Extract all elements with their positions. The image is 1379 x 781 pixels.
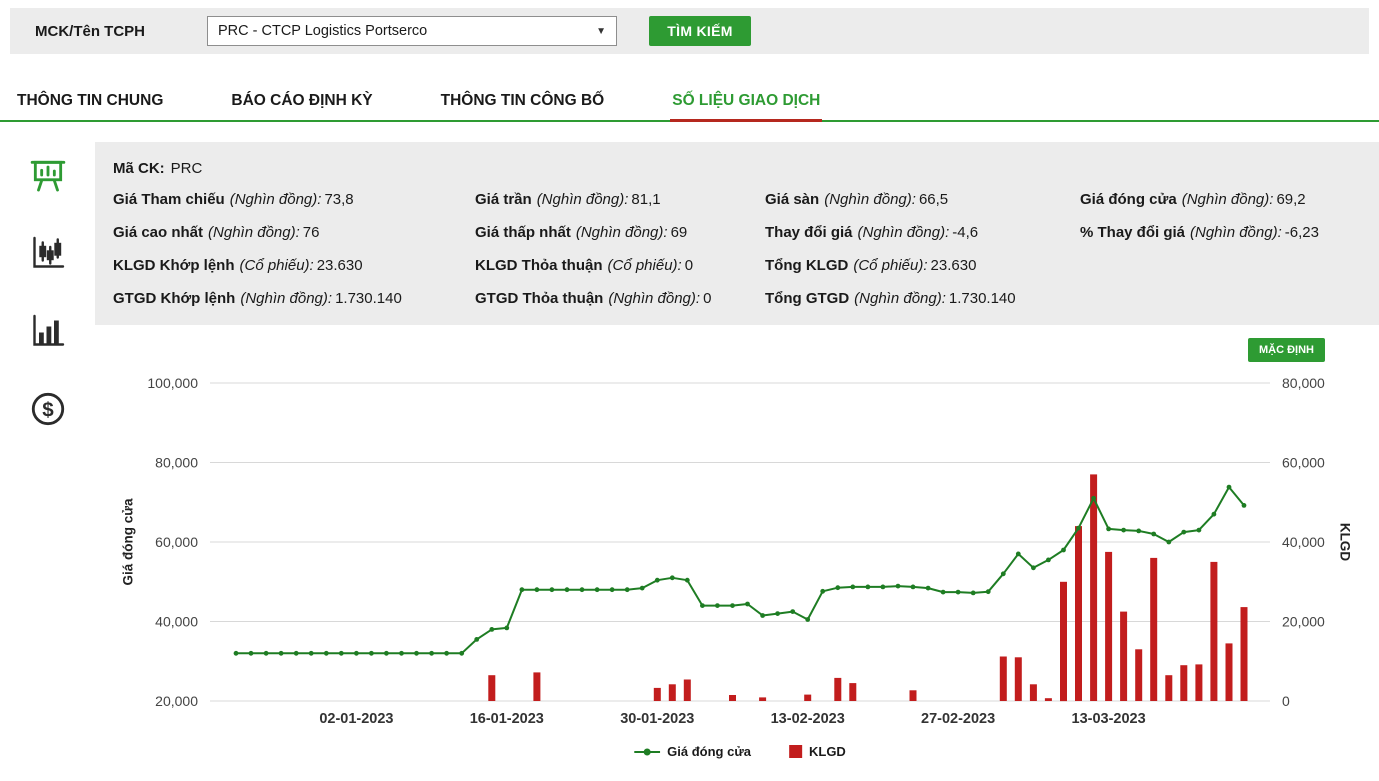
ticker-select-value: PRC - CTCP Logistics Portserco — [218, 23, 428, 39]
info-field-matched-value: GTGD Khớp lệnh (Nghìn đồng): 1.730.140 — [113, 290, 402, 307]
svg-text:13-02-2023: 13-02-2023 — [771, 711, 845, 727]
money-data-button[interactable]: $ — [25, 386, 71, 432]
legend-close-price: Giá đóng cửa — [634, 744, 751, 759]
info-field-high-price: Giá cao nhất (Nghìn đồng): 76 — [113, 224, 320, 241]
price-volume-chart-panel: MẶC ĐỊNH Giá đóng cửa KLGD 20,000 40,000 6… — [95, 325, 1379, 765]
candlestick-chart-button[interactable] — [25, 230, 71, 276]
info-grid: Giá Tham chiếu (Nghìn đồng): 73,8 Giá trần… — [113, 189, 1361, 309]
legend-volume: KLGD — [788, 744, 846, 759]
main-area: $ Mã CK: PRC Giá Tham chiếu (Nghìn đồng): 7… — [0, 142, 1379, 765]
tab-thong-tin-chung[interactable]: THÔNG TIN CHUNG — [17, 92, 164, 109]
svg-text:40,000: 40,000 — [155, 614, 198, 630]
info-field-close-price: Giá đóng cửa (Nghìn đồng): 69,2 — [1080, 191, 1306, 208]
svg-text:0: 0 — [1282, 693, 1290, 709]
search-button[interactable]: TÌM KIẾM — [649, 16, 751, 46]
svg-text:80,000: 80,000 — [1282, 375, 1325, 391]
info-field-price-change-pct: % Thay đổi giá (Nghìn đồng): -6,23 — [1080, 224, 1319, 241]
svg-text:60,000: 60,000 — [155, 534, 198, 550]
ticker-select-label: MCK/Tên TCPH — [35, 22, 145, 40]
bar-chart-button[interactable] — [25, 308, 71, 354]
info-field-matched-volume: KLGD Khớp lệnh (Cổ phiếu): 23.630 — [113, 257, 363, 274]
candlestick-chart-icon — [32, 236, 64, 268]
svg-text:27-02-2023: 27-02-2023 — [921, 711, 995, 727]
svg-text:13-03-2023: 13-03-2023 — [1072, 711, 1146, 727]
info-field-price-change: Thay đổi giá (Nghìn đồng): -4,6 — [765, 224, 979, 241]
svg-text:16-01-2023: 16-01-2023 — [470, 711, 544, 727]
right-axis-title: KLGD — [1337, 522, 1353, 562]
tab-so-lieu-giao-dich[interactable]: SỐ LIỆU GIAO DỊCH — [670, 86, 823, 122]
chart-type-sidebar: $ — [0, 142, 95, 765]
left-axis-title: Giá đóng cửa — [120, 498, 136, 586]
default-view-button[interactable]: MẶC ĐỊNH — [1248, 338, 1325, 362]
symbol-row: Mã CK: PRC — [113, 158, 1361, 179]
svg-text:30-01-2023: 30-01-2023 — [620, 711, 694, 727]
svg-text:02-01-2023: 02-01-2023 — [319, 711, 393, 727]
chevron-down-icon: ▼ — [596, 25, 606, 37]
symbol-value: PRC — [170, 160, 203, 177]
svg-text:100,000: 100,000 — [147, 375, 198, 391]
info-field-empty — [1080, 255, 1361, 276]
page: MCK/Tên TCPH PRC - CTCP Logistics Portse… — [0, 8, 1379, 765]
svg-text:40,000: 40,000 — [1282, 534, 1325, 550]
svg-text:80,000: 80,000 — [155, 455, 198, 471]
tab-bao-cao-dinh-ky[interactable]: BÁO CÁO ĐỊNH KỲ — [231, 92, 373, 109]
chart-canvas[interactable]: 20,000 40,000 60,000 80,000 100,000 0 20,000 40… — [95, 325, 1379, 765]
line-marker-icon — [634, 748, 661, 755]
dollar-icon: $ — [31, 392, 64, 426]
search-bar: MCK/Tên TCPH PRC - CTCP Logistics Portse… — [10, 8, 1369, 54]
bar-swatch-icon — [788, 745, 802, 758]
svg-text:60,000: 60,000 — [1282, 455, 1325, 471]
info-field-putthrough-volume: KLGD Thỏa thuận (Cổ phiếu): 0 — [475, 257, 694, 274]
tab-bar: THÔNG TIN CHUNG BÁO CÁO ĐỊNH KỲ THÔNG TI… — [0, 86, 1379, 122]
ticker-select[interactable]: PRC - CTCP Logistics Portserco ▼ — [207, 16, 617, 46]
chart-legend: Giá đóng cửa KLGD — [634, 744, 846, 759]
presentation-chart-icon — [30, 160, 65, 192]
svg-text:20,000: 20,000 — [155, 693, 198, 709]
info-field-total-volume: Tổng KLGD (Cổ phiếu): 23.630 — [765, 257, 977, 274]
content-area: Mã CK: PRC Giá Tham chiếu (Nghìn đồng): 73,… — [95, 142, 1379, 765]
info-field-ceiling-price: Giá trần (Nghìn đồng): 81,1 — [475, 191, 661, 208]
info-field-ref-price: Giá Tham chiếu (Nghìn đồng): 73,8 — [113, 191, 354, 208]
svg-text:$: $ — [42, 398, 54, 421]
info-field-low-price: Giá thấp nhất (Nghìn đồng): 69 — [475, 224, 688, 241]
info-field-putthrough-value: GTGD Thỏa thuận (Nghìn đồng): 0 — [475, 290, 712, 307]
trading-info-panel: Mã CK: PRC Giá Tham chiếu (Nghìn đồng): 73,… — [95, 142, 1379, 325]
bar-chart-icon — [32, 314, 64, 346]
symbol-label: Mã CK: — [113, 160, 165, 177]
info-field-floor-price: Giá sàn (Nghìn đồng): 66,5 — [765, 191, 949, 208]
svg-text:20,000: 20,000 — [1282, 614, 1325, 630]
presentation-chart-button[interactable] — [25, 152, 71, 198]
info-field-empty — [1080, 288, 1361, 309]
tab-thong-tin-cong-bo[interactable]: THÔNG TIN CÔNG BỐ — [440, 92, 605, 109]
info-field-total-value: Tổng GTGD (Nghìn đồng): 1.730.140 — [765, 290, 1016, 307]
